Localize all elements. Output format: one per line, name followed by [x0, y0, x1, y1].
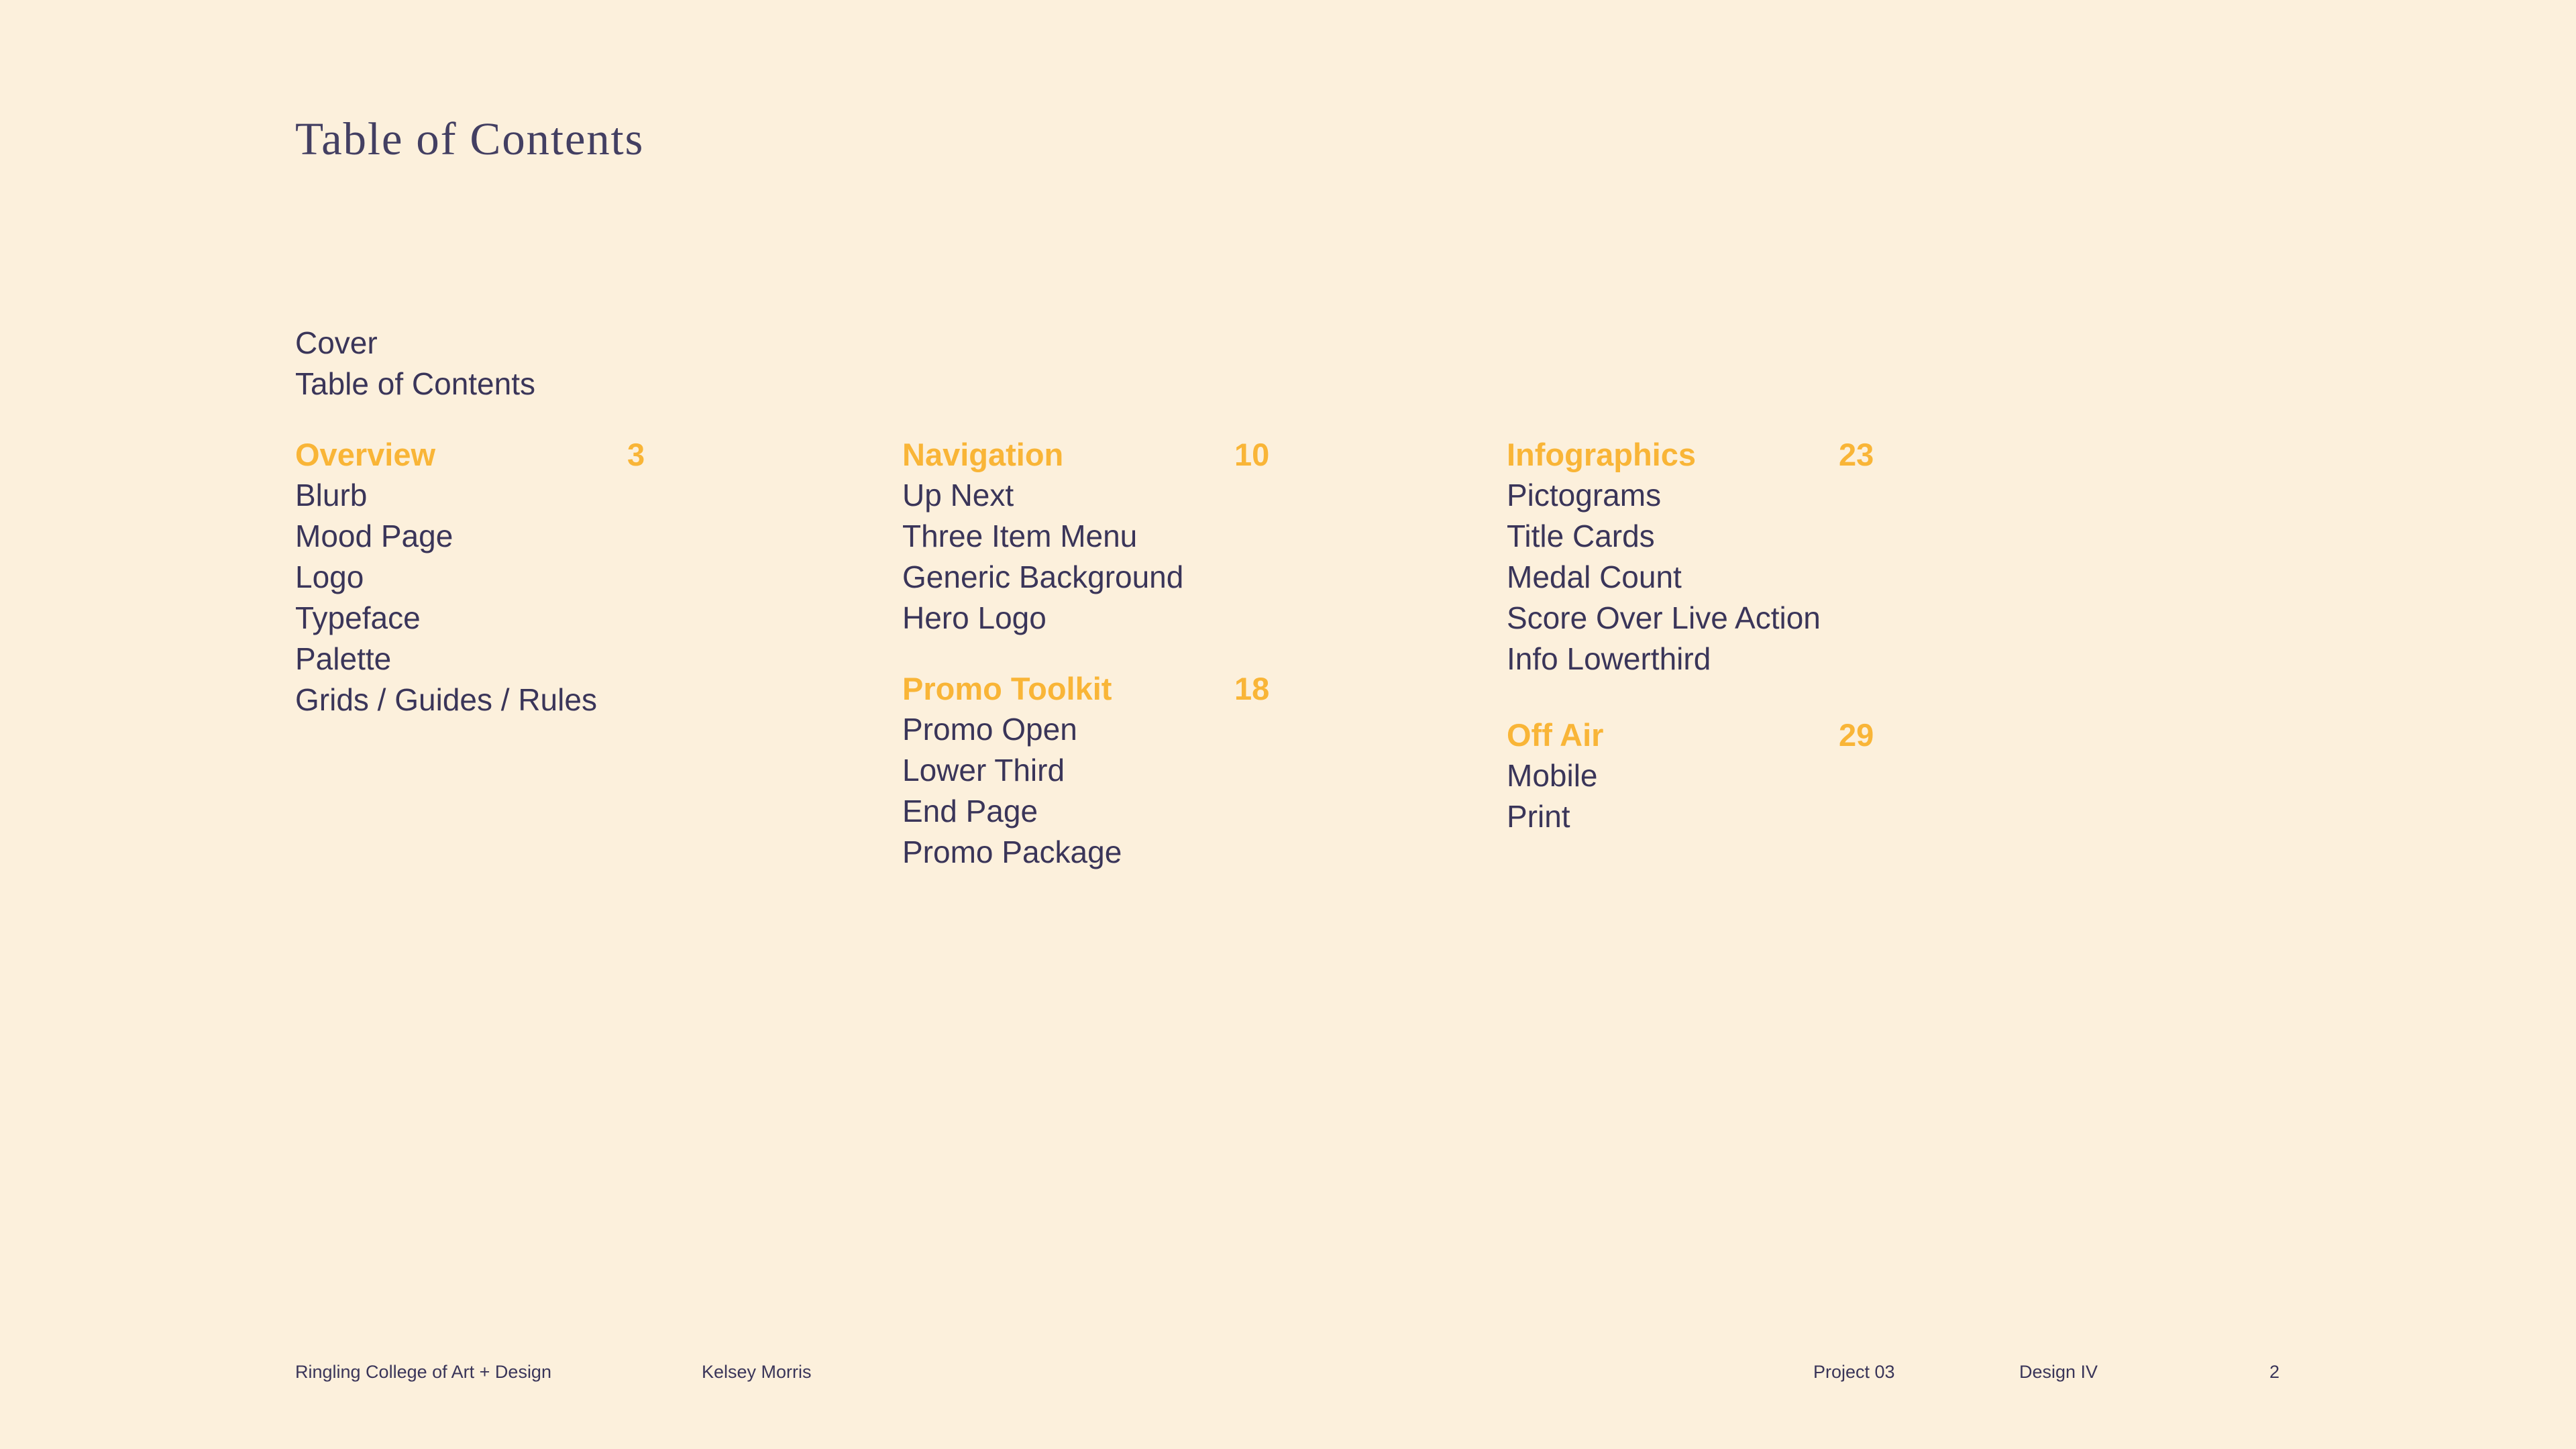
toc-item: Pictograms: [1507, 478, 1662, 513]
section-header: Infographics 23: [1507, 434, 1909, 475]
toc-item: Generic Background: [902, 559, 1184, 594]
toc-item: Score Over Live Action: [1507, 600, 1821, 635]
toc-item: Typeface: [295, 600, 421, 635]
footer-institution: Ringling College of Art + Design: [295, 1362, 551, 1382]
toc-intro-item: Cover: [295, 325, 378, 360]
toc-item: Blurb: [295, 478, 368, 513]
section-heading: Promo Toolkit: [902, 671, 1112, 706]
section-header: Overview 3: [295, 434, 698, 475]
toc-section: Promo Toolkit 18 Promo Open Lower Third End …: [902, 668, 1412, 873]
toc-column-1: Cover Table of Contents Overview 3 Blurb Mood…: [295, 323, 805, 720]
toc-item: Lower Third: [902, 753, 1065, 788]
toc-item: Palette: [295, 641, 392, 676]
footer-project: Project 03: [1813, 1362, 1895, 1382]
footer-course: Design IV: [2019, 1362, 2098, 1382]
toc-section: Overview 3 Blurb Mood Page Logo Typeface Palet…: [295, 434, 805, 720]
toc-item: Grids / Guides / Rules: [295, 682, 597, 717]
page-footer: Ringling College of Art + Design Kelsey …: [0, 1360, 2576, 1387]
toc-item: Promo Package: [902, 835, 1122, 869]
section-page-number: 10: [1234, 437, 1270, 472]
page-title: Table of Contents: [295, 113, 645, 164]
toc-item: Mood Page: [295, 519, 453, 553]
toc-intro-item: Table of Contents: [295, 366, 536, 401]
toc-section: Infographics 23 Pictograms Title Cards Medal…: [1507, 434, 2017, 680]
section-header: Promo Toolkit 18: [902, 668, 1305, 709]
toc-column-2: Navigation 10 Up Next Three Item Menu Generi…: [902, 405, 1412, 873]
toc-item: Three Item Menu: [902, 519, 1138, 553]
footer-author: Kelsey Morris: [702, 1362, 812, 1382]
section-page-number: 23: [1839, 437, 1874, 472]
toc-item: Info Lowerthird: [1507, 641, 1711, 676]
toc-item: Medal Count: [1507, 559, 1682, 594]
toc-column-3: Infographics 23 Pictograms Title Cards Medal…: [1507, 405, 2017, 837]
footer-page-number: 2: [2269, 1362, 2279, 1382]
toc-item: Up Next: [902, 478, 1014, 513]
toc-item: Title Cards: [1507, 519, 1655, 553]
section-heading: Infographics: [1507, 437, 1697, 472]
section-page-number: 18: [1234, 671, 1270, 706]
section-heading: Off Air: [1507, 717, 1604, 753]
toc-section: Off Air 29 Mobile Print: [1507, 714, 2017, 837]
section-heading: Overview: [295, 437, 436, 472]
toc-item: Logo: [295, 559, 364, 594]
toc-item: Hero Logo: [902, 600, 1046, 635]
toc-item: Mobile: [1507, 758, 1598, 793]
section-page-number: 3: [627, 437, 645, 472]
section-page-number: 29: [1839, 717, 1874, 753]
toc-section: Navigation 10 Up Next Three Item Menu Generi…: [902, 434, 1412, 639]
toc-item: Print: [1507, 799, 1570, 834]
section-header: Navigation 10: [902, 434, 1305, 475]
section-header: Off Air 29: [1507, 714, 1909, 755]
toc-item: End Page: [902, 794, 1038, 828]
toc-item: Promo Open: [902, 712, 1077, 747]
section-heading: Navigation: [902, 437, 1064, 472]
